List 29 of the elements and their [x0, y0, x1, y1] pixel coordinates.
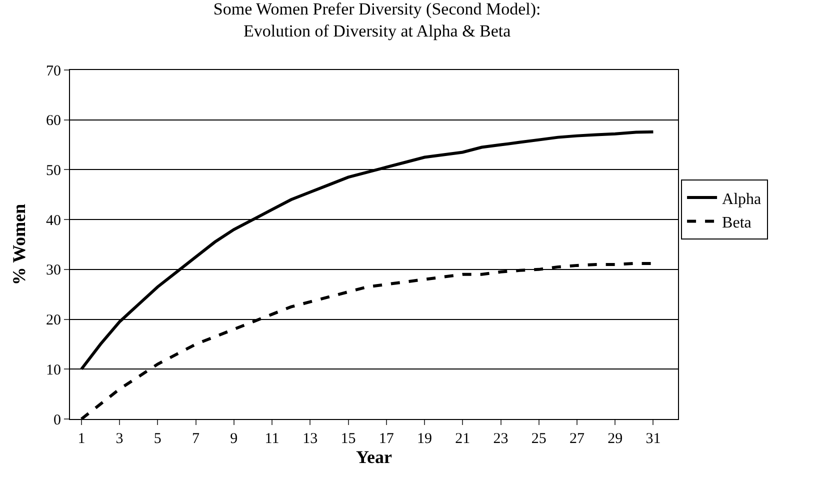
x-tick-label: 29	[608, 431, 623, 447]
x-tick-label: 19	[417, 431, 432, 447]
x-tick-label: 23	[493, 431, 508, 447]
y-tick-label: 0	[54, 412, 61, 428]
x-tick-label: 17	[378, 431, 394, 447]
x-tick-label: 25	[531, 431, 546, 447]
y-tick-label: 10	[46, 362, 61, 378]
legend-label: Beta	[722, 214, 752, 232]
x-tick-label: 27	[569, 431, 585, 447]
x-tick-label: 21	[455, 431, 470, 447]
y-tick-label: 30	[46, 262, 61, 279]
x-tick-label: 15	[340, 431, 356, 447]
legend-label: Alpha	[722, 190, 762, 208]
x-tick-label: 9	[230, 431, 238, 447]
x-tick-label: 5	[154, 431, 162, 447]
x-tick-label: 31	[646, 431, 661, 447]
x-tick-label: 7	[192, 431, 200, 447]
y-axis-title: % Women	[9, 204, 30, 286]
y-tick-label: 60	[46, 113, 61, 130]
chart-title: Some Women Prefer Diversity (Second Model): Evolution of Diversity at Alpha & Beta	[213, 0, 541, 40]
y-tick-label: 40	[46, 212, 61, 229]
x-axis-title: Year	[356, 447, 392, 467]
y-tick-label: 20	[46, 312, 61, 329]
x-tick-label: 11	[264, 431, 280, 447]
x-tick-label: 3	[116, 431, 124, 447]
x-tick-label: 1	[78, 431, 86, 447]
y-tick-label: 50	[46, 162, 61, 179]
y-tick-label: 70	[46, 63, 61, 80]
x-tick-label: 13	[302, 431, 318, 447]
